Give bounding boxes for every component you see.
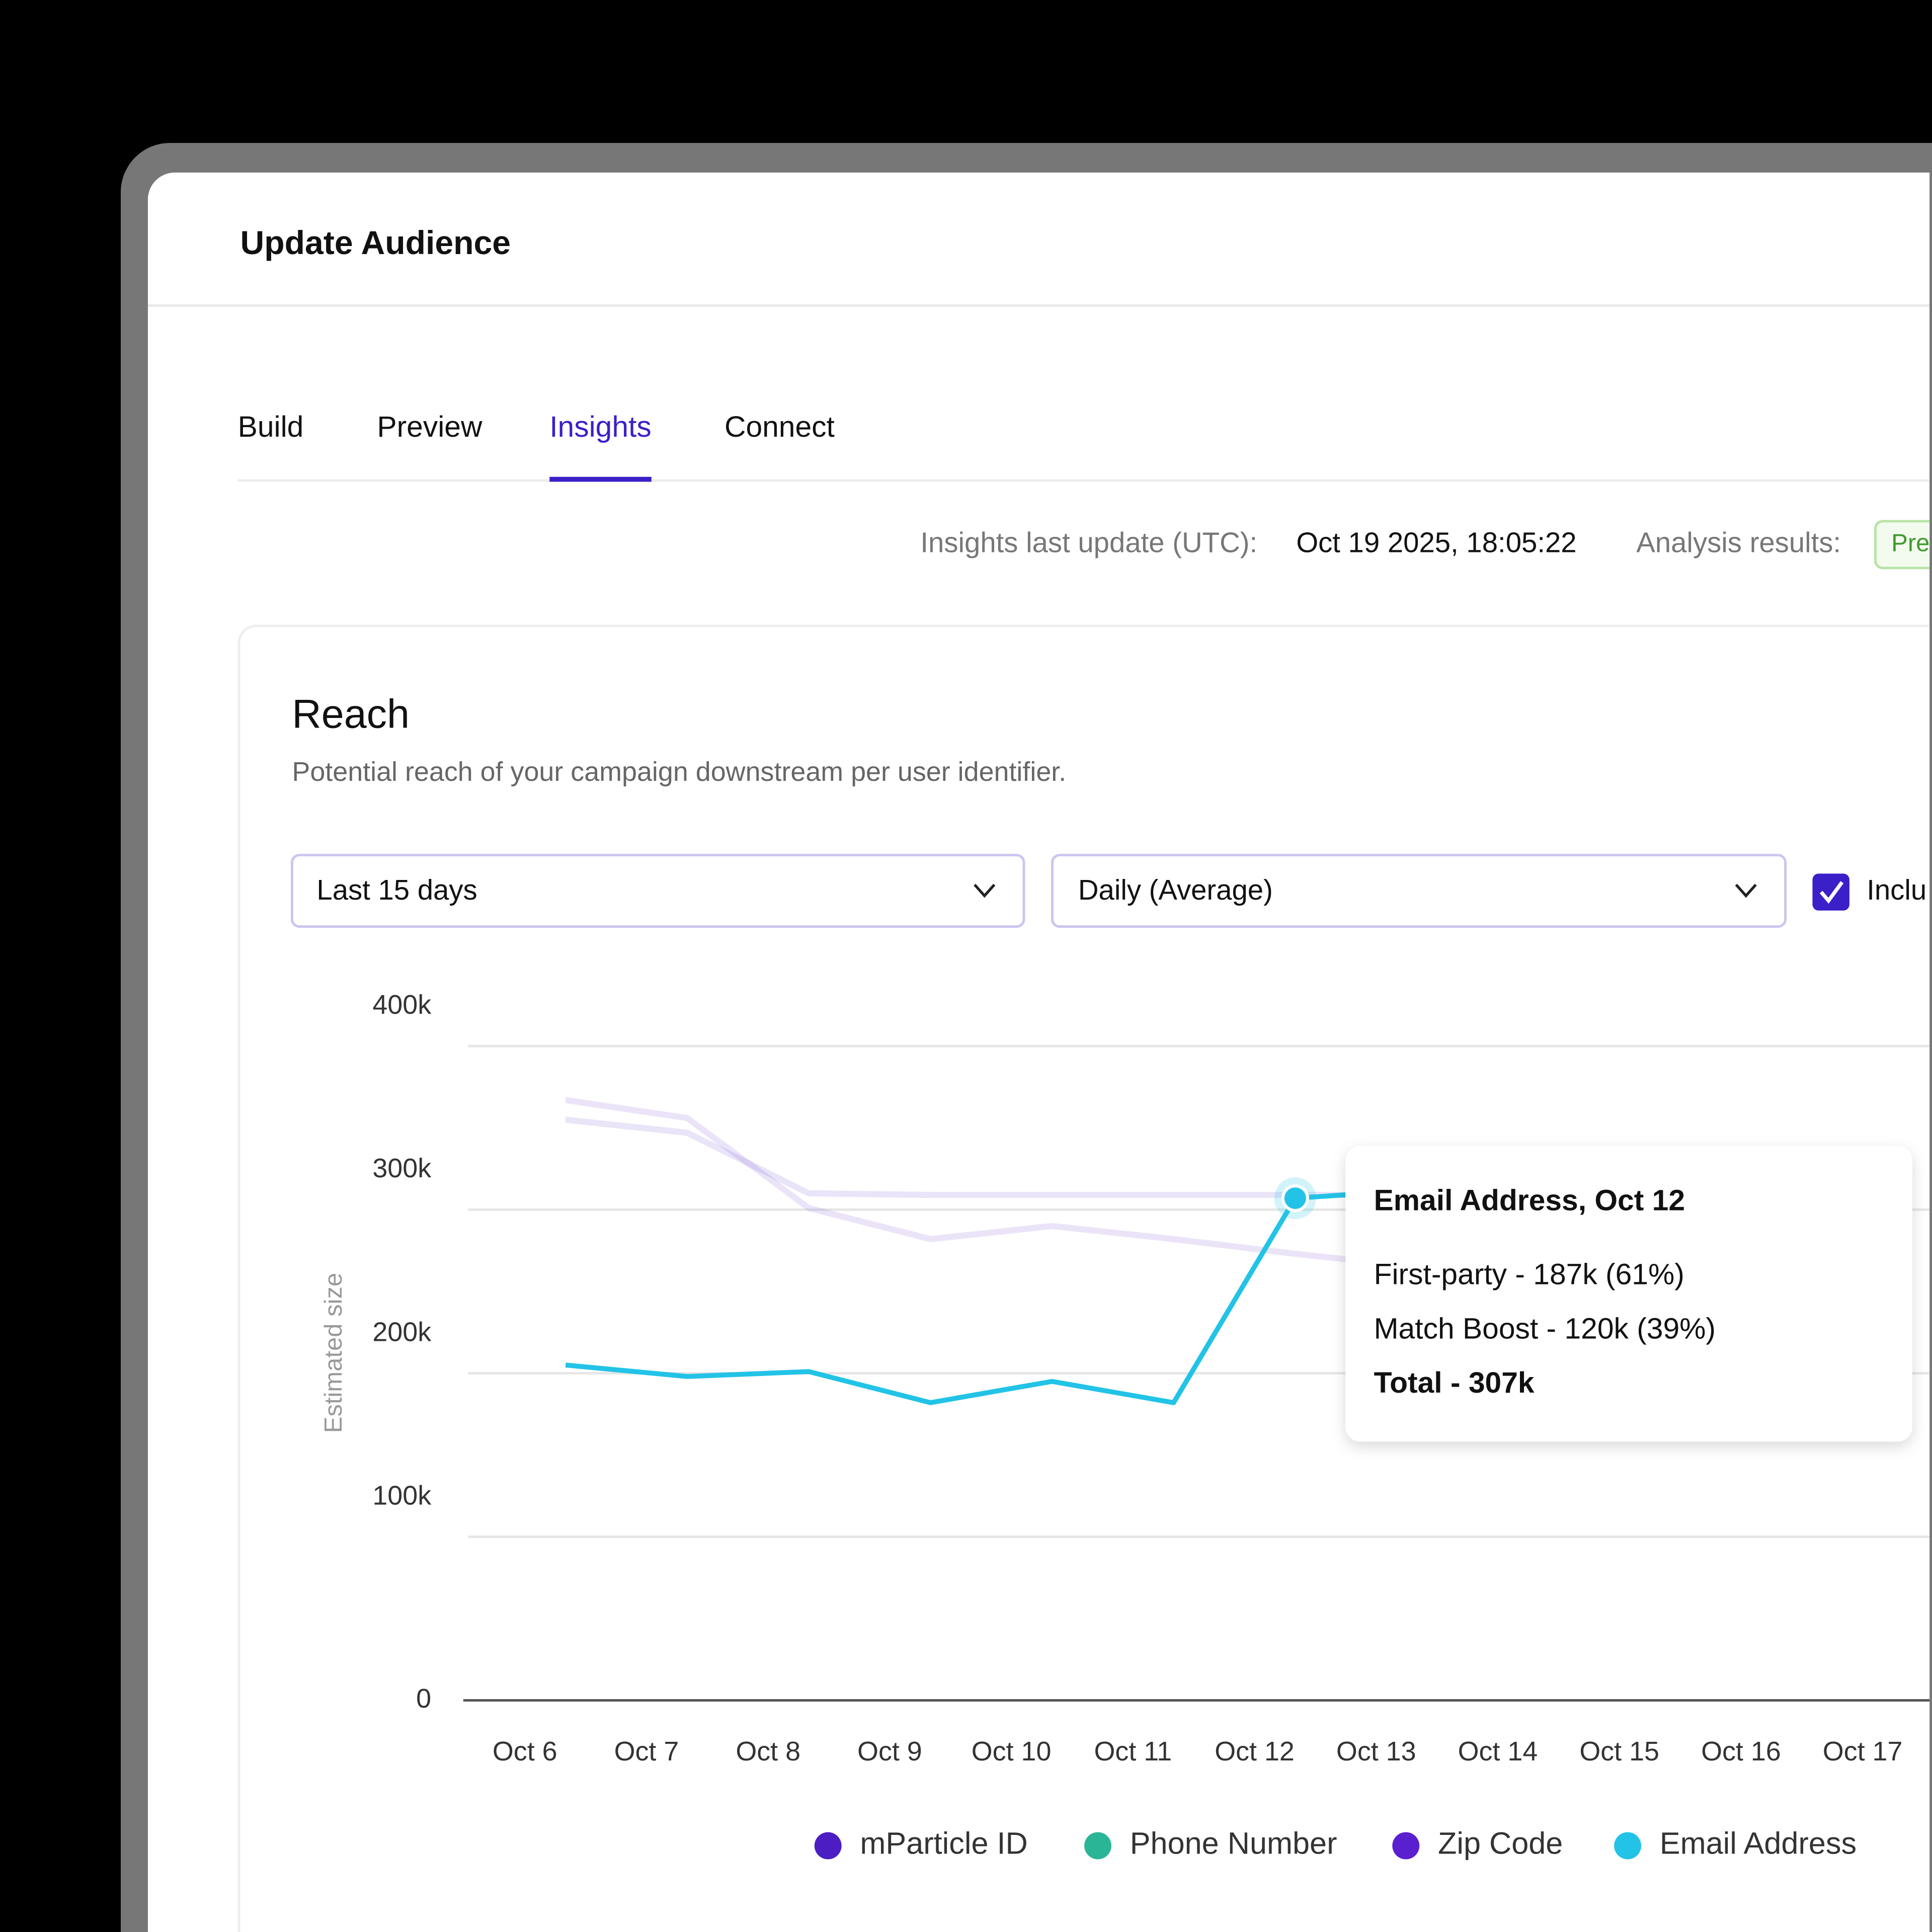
x-tick-label: Oct 13 <box>1336 1736 1416 1766</box>
x-tick-label: Oct 11 <box>1094 1736 1172 1766</box>
tooltip <box>1345 1146 1912 1442</box>
legend-label: mParticle ID <box>860 1826 1027 1861</box>
y-tick-label: 400k <box>372 990 432 1020</box>
point <box>1281 1184 1309 1213</box>
legend-label: Phone Number <box>1130 1826 1337 1861</box>
checkbox-label: Inclu <box>1867 874 1926 906</box>
tab-underline <box>549 476 652 482</box>
y-tick-label: 300k <box>372 1153 432 1183</box>
page-title: Update Audience <box>240 224 511 262</box>
checkmark <box>1819 881 1844 904</box>
checkbox[interactable] <box>1812 873 1849 911</box>
analysis-badge-text: Pre <box>1891 529 1929 556</box>
reach-card <box>237 624 1930 1932</box>
interval-select[interactable] <box>1051 854 1787 928</box>
legend-swatch <box>1392 1832 1420 1860</box>
x-tick-label: Oct 6 <box>493 1736 557 1766</box>
x-tick-label: Oct 9 <box>857 1736 922 1766</box>
tooltip-line: Match Boost - 120k (39%) <box>1374 1312 1716 1345</box>
x-tick-label: Oct 16 <box>1701 1736 1781 1766</box>
x-tick-label: Oct 17 <box>1823 1736 1903 1766</box>
legend-label: Zip Code <box>1438 1826 1563 1861</box>
update-label: Insights last update (UTC): <box>920 526 1257 558</box>
tooltip-total: Total - 307k <box>1374 1366 1535 1399</box>
tooltip-title: Email Address, Oct 12 <box>1374 1184 1685 1217</box>
tab[interactable]: Build <box>238 411 304 443</box>
x-tick-label: Oct 12 <box>1215 1736 1295 1766</box>
legend-swatch <box>1084 1832 1111 1860</box>
y-tick-label: 0 <box>416 1683 431 1714</box>
y-tick-label: 200k <box>372 1317 432 1347</box>
y-axis-label: Estimated size <box>320 1273 347 1433</box>
analysis-label: Analysis results: <box>1636 526 1841 558</box>
tab[interactable]: Insights <box>549 411 652 443</box>
x-tick-label: Oct 8 <box>736 1736 800 1766</box>
tooltip-line: First-party - 187k (61%) <box>1374 1258 1684 1291</box>
range-select-text: Last 15 days <box>316 874 477 906</box>
chevron <box>1735 883 1757 898</box>
legend-swatch <box>1614 1832 1642 1860</box>
legend-swatch <box>814 1832 842 1860</box>
interval-select-text: Daily (Average) <box>1078 874 1273 906</box>
y-tick-label: 100k <box>372 1480 432 1510</box>
update-value: Oct 19 2025, 18:05:22 <box>1296 526 1576 558</box>
range-select[interactable] <box>290 854 1025 928</box>
x-tick-label: Oct 7 <box>614 1736 679 1766</box>
card-subtitle: Potential reach of your campaign downstr… <box>292 757 1066 787</box>
tab[interactable]: Preview <box>377 411 482 443</box>
tab[interactable]: Connect <box>725 411 835 443</box>
chevron <box>974 883 996 898</box>
card-title: Reach <box>292 692 410 737</box>
x-tick-label: Oct 14 <box>1458 1736 1538 1766</box>
x-tick-label: Oct 10 <box>972 1736 1052 1766</box>
analysis-badge <box>1874 520 1930 570</box>
legend-label: Email Address <box>1660 1826 1857 1861</box>
x-tick-label: Oct 15 <box>1579 1736 1659 1766</box>
